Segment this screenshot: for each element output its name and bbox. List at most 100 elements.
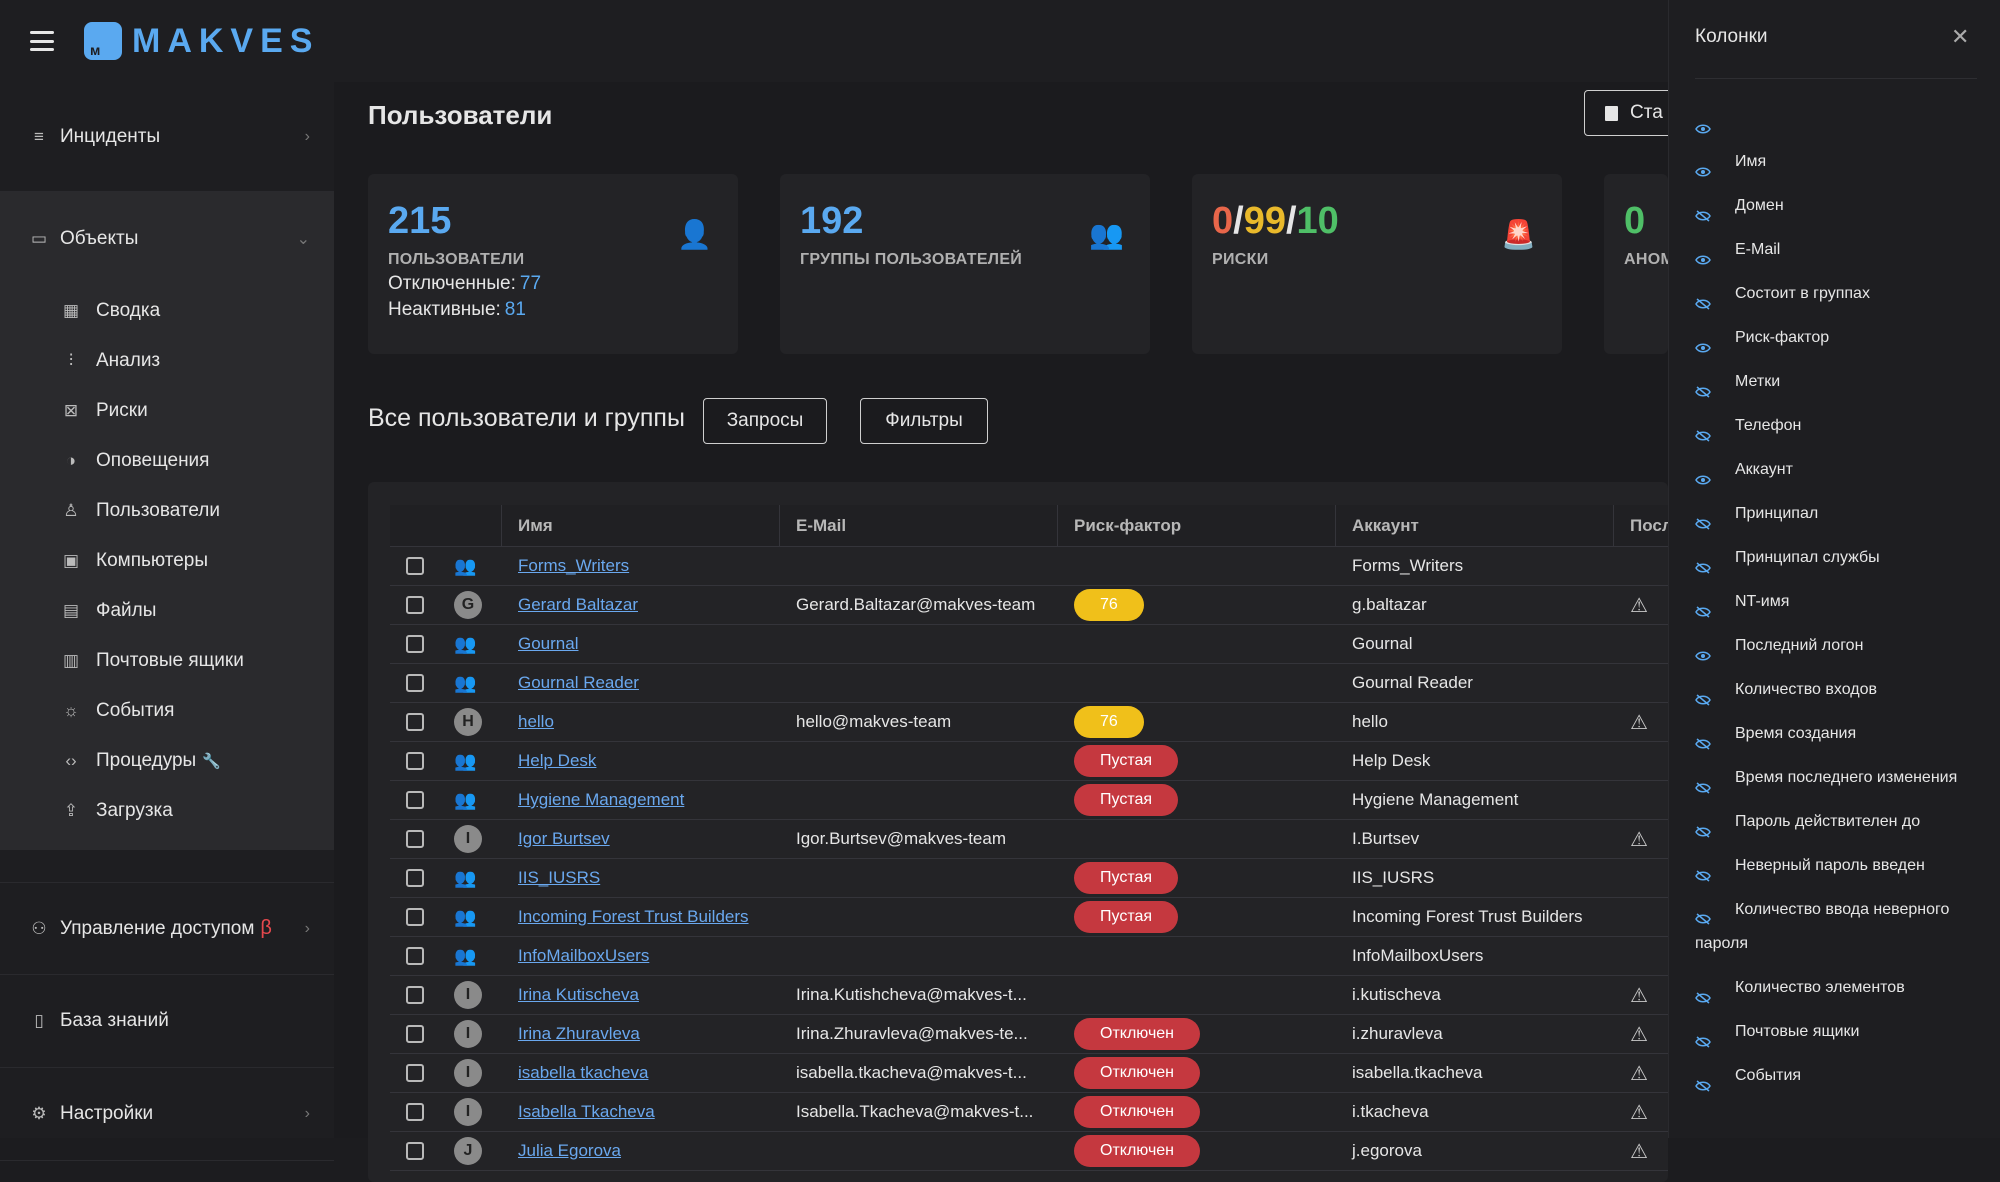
row-checkbox[interactable] [406, 752, 424, 770]
sidebar-subitem[interactable]: ◑ Оповещения [0, 436, 334, 486]
column-toggle-item[interactable]: Принципал службы [1695, 531, 1995, 575]
queries-button[interactable]: Запросы [703, 398, 827, 444]
column-toggle-item[interactable]: Время последнего изменения [1695, 751, 1995, 795]
sidebar-item-access[interactable]: ⚇ Управление доступом β › [0, 882, 334, 975]
sidebar-item-incidents[interactable]: ≡ Инциденты › [0, 82, 334, 192]
eye-off-icon[interactable] [1695, 685, 1711, 706]
eye-icon[interactable] [1695, 114, 1711, 134]
row-checkbox[interactable] [406, 557, 424, 575]
column-toggle-item[interactable]: E-Mail [1695, 223, 1995, 267]
column-toggle-item[interactable]: Состоит в группах [1695, 267, 1995, 311]
eye-off-icon[interactable] [1695, 817, 1711, 838]
eye-icon[interactable] [1695, 157, 1711, 177]
disabled-count[interactable]: 77 [519, 273, 542, 294]
column-toggle-item[interactable]: Количество ввода неверного пароля [1695, 883, 1995, 961]
table-row[interactable]: G Gerard Baltazar Gerard.Baltazar@makves… [390, 586, 1668, 625]
header-last-logon[interactable]: Посл [1630, 515, 1668, 535]
table-row[interactable]: 👥 Hygiene Management Пустая Hygiene Mana… [390, 781, 1668, 820]
eye-off-icon[interactable] [1695, 729, 1711, 750]
sidebar-subitem[interactable]: ♙ Пользователи [0, 486, 334, 536]
table-row[interactable]: I Irina Kutischeva Irina.Kutishcheva@mak… [390, 976, 1668, 1015]
groups-card[interactable]: 192 ГРУППЫ ПОЛЬЗОВАТЕЛЕЙ 👥 [780, 174, 1150, 354]
column-toggle-item[interactable]: Почтовые ящики [1695, 1005, 1995, 1049]
user-link[interactable]: Gerard Baltazar [518, 595, 638, 614]
table-row[interactable]: I Igor Burtsev Igor.Burtsev@makves-team … [390, 820, 1668, 859]
column-toggle-item[interactable]: Неверный пароль введен [1695, 839, 1995, 883]
row-checkbox[interactable] [406, 635, 424, 653]
report-button[interactable]: Ста [1584, 90, 1684, 136]
table-row[interactable]: 👥 Forms_Writers Forms_Writers [390, 547, 1668, 586]
filters-button[interactable]: Фильтры [860, 398, 988, 444]
row-checkbox[interactable] [406, 869, 424, 887]
table-row[interactable]: 👥 Incoming Forest Trust Builders Пустая … [390, 898, 1668, 937]
menu-icon[interactable] [30, 31, 54, 51]
column-toggle-item[interactable]: Последний логон [1695, 619, 1995, 663]
row-checkbox[interactable] [406, 986, 424, 1004]
header-account[interactable]: Аккаунт [1336, 504, 1614, 547]
eye-off-icon[interactable] [1695, 201, 1711, 222]
table-row[interactable]: 👥 InfoMailboxUsers InfoMailboxUsers [390, 937, 1668, 976]
close-icon[interactable]: ✕ [1951, 24, 1970, 49]
row-checkbox[interactable] [406, 596, 424, 614]
row-checkbox[interactable] [406, 947, 424, 965]
eye-off-icon[interactable] [1695, 1071, 1711, 1092]
row-checkbox[interactable] [406, 674, 424, 692]
column-toggle-item[interactable]: Имя [1695, 135, 1995, 179]
eye-off-icon[interactable] [1695, 904, 1711, 925]
sidebar-subitem[interactable]: ⇪ Загрузка [0, 786, 334, 836]
column-toggle-item[interactable]: Принципал [1695, 487, 1995, 531]
table-row[interactable]: 👥 Gournal Gournal [390, 625, 1668, 664]
table-row[interactable]: H hello hello@makves-team 76 hello ⚠ [390, 703, 1668, 742]
table-row[interactable]: 👥 Gournal Reader Gournal Reader [390, 664, 1668, 703]
column-toggle-item[interactable]: Время создания [1695, 707, 1995, 751]
eye-off-icon[interactable] [1695, 597, 1711, 618]
user-link[interactable]: hello [518, 712, 554, 731]
sidebar-subitem[interactable]: ⫶ Анализ [0, 336, 334, 386]
row-checkbox[interactable] [406, 908, 424, 926]
user-link[interactable]: Gournal Reader [518, 673, 639, 692]
user-link[interactable]: IIS_IUSRS [518, 868, 601, 887]
sidebar-subitem[interactable]: ▤ Файлы [0, 586, 334, 636]
row-checkbox[interactable] [406, 830, 424, 848]
eye-icon[interactable] [1695, 465, 1711, 485]
eye-off-icon[interactable] [1695, 289, 1711, 310]
risks-card[interactable]: 0/99/10 РИСКИ 🚨 [1192, 174, 1562, 354]
sidebar-item-knowledge[interactable]: ▯ База знаний [0, 975, 334, 1068]
row-checkbox[interactable] [406, 1103, 424, 1121]
column-toggle-item[interactable]: Домен [1695, 179, 1995, 223]
eye-off-icon[interactable] [1695, 1027, 1711, 1048]
eye-off-icon[interactable] [1695, 553, 1711, 574]
user-link[interactable]: Gournal [518, 634, 579, 653]
column-toggle-item[interactable]: Количество элементов [1695, 961, 1995, 1005]
row-checkbox[interactable] [406, 1025, 424, 1043]
sidebar-subitem[interactable]: ☼ События [0, 686, 334, 736]
column-toggle-item[interactable]: Количество входов [1695, 663, 1995, 707]
users-card[interactable]: 215 ПОЛЬЗОВАТЕЛИ Отключенные: 77 Неактивн… [368, 174, 738, 354]
row-checkbox[interactable] [406, 791, 424, 809]
user-link[interactable]: isabella tkacheva [518, 1063, 649, 1082]
eye-icon[interactable] [1695, 245, 1711, 265]
user-link[interactable]: Irina Zhuravleva [518, 1024, 640, 1043]
eye-off-icon[interactable] [1695, 861, 1711, 882]
eye-off-icon[interactable] [1695, 509, 1711, 530]
table-row[interactable]: I Irina Zhuravleva Irina.Zhuravleva@makv… [390, 1015, 1668, 1054]
row-checkbox[interactable] [406, 1142, 424, 1160]
eye-off-icon[interactable] [1695, 377, 1711, 398]
anomalies-card[interactable]: 0 АНОМ [1604, 174, 1668, 354]
user-link[interactable]: Julia Egorova [518, 1141, 622, 1160]
table-row[interactable]: 👥 Help Desk Пустая Help Desk [390, 742, 1668, 781]
eye-icon[interactable] [1695, 641, 1711, 661]
user-link[interactable]: Forms_Writers [518, 556, 630, 575]
sidebar-subitem[interactable]: ▥ Почтовые ящики [0, 636, 334, 686]
column-toggle-item[interactable]: Пароль действителен до [1695, 795, 1995, 839]
sidebar-subitem[interactable]: ▣ Компьютеры [0, 536, 334, 586]
eye-off-icon[interactable] [1695, 421, 1711, 442]
header-risk[interactable]: Риск-фактор [1058, 504, 1336, 547]
table-row[interactable]: I Isabella Tkacheva Isabella.Tkacheva@ma… [390, 1093, 1668, 1132]
column-toggle-item[interactable]: Метки [1695, 355, 1995, 399]
user-link[interactable]: Help Desk [518, 751, 597, 770]
app-logo[interactable]: MAKVES [84, 22, 319, 61]
sidebar-item-objects[interactable]: ▭ Объекты ⌄ [0, 192, 334, 286]
row-checkbox[interactable] [406, 713, 424, 731]
sidebar-subitem[interactable]: ▦ Сводка [0, 286, 334, 336]
